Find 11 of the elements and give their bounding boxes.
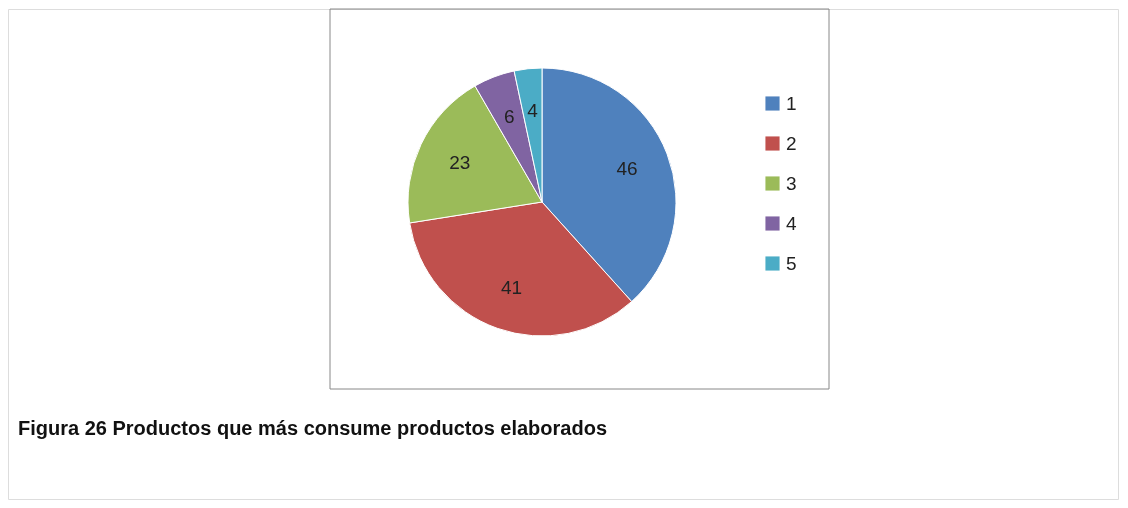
legend-label: 5: [786, 252, 797, 274]
text: Figura 26 Productos que más consume productos elaborados: [18, 417, 608, 439]
legend-label: 4: [786, 212, 797, 234]
data-label: 46: [616, 158, 638, 180]
legend-label: 2: [786, 132, 797, 154]
data-label: 4: [527, 100, 539, 122]
legend-label: 3: [786, 172, 797, 194]
legend-label: 1: [786, 92, 797, 114]
data-label: 6: [504, 105, 515, 127]
data-label: 23: [449, 151, 471, 173]
data-label: 41: [501, 276, 523, 298]
